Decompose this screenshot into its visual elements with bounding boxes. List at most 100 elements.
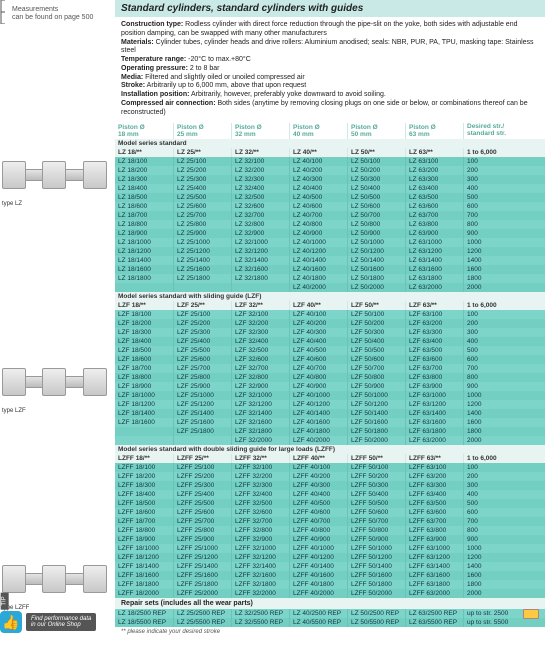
cell: LZFF 63/2000 [405,589,463,598]
cell: LZF 32/500 [231,346,289,355]
cell: LZFF 63/200 [405,472,463,481]
cell: LZ 50/100 [347,157,405,166]
cell: LZ 63/100 [405,157,463,166]
cell: LZ 25/1000 [173,238,231,247]
cell: LZ 18/1400 [115,256,173,265]
page-title: Standard cylinders, standard cylinders w… [115,0,545,17]
cell: LZFF 32/200 [231,472,289,481]
cell: LZFF 40/300 [289,481,347,490]
cell: LZ 32/2500 REP [231,609,289,618]
cell: LZ 32/300 [231,175,289,184]
cell: LZFF 50/600 [347,508,405,517]
cell: LZF 18/900 [115,382,173,391]
cell: LZFF 63/700 [405,517,463,526]
cell: LZ 50/700 [347,211,405,220]
cell: LZFF 50/** [347,454,405,463]
cell: 2000 [463,283,541,292]
cell: LZ 63/2000 [405,283,463,292]
cell: LZF 18/1000 [115,391,173,400]
cell: LZF 40/1000 [289,391,347,400]
cell: LZ 63/1600 [405,265,463,274]
cell: Piston Ø40 mm [289,123,347,139]
cell: Piston Ø18 mm [115,123,173,139]
cell: LZF 50/2000 [347,436,405,445]
cylinder-image: type LZF [2,360,107,412]
cell: LZFF 18/1800 [115,580,173,589]
cell: LZF 18/200 [115,319,173,328]
cell: LZF 50/1000 [347,391,405,400]
cell: LZF 50/** [347,301,405,310]
cell: LZFF 18/700 [115,517,173,526]
cell: LZFF 32/700 [231,517,289,526]
cell: LZF 50/200 [347,319,405,328]
cell: LZ 18/100 [115,157,173,166]
cell: LZFF 32/2000 [231,589,289,598]
cell: 1 to 6,000 [463,454,541,463]
cell: LZF 32/1400 [231,409,289,418]
cell: LZF 32/300 [231,328,289,337]
cell: LZFF 63/300 [405,481,463,490]
cell: LZ 40/100 [289,157,347,166]
cell: LZF 50/1800 [347,427,405,436]
cell: LZ 18/200 [115,166,173,175]
cell: LZ 50/500 [347,193,405,202]
cell: LZF 32/800 [231,373,289,382]
cell: LZFF 40/500 [289,499,347,508]
cell: 500 [463,346,541,355]
cell: LZF 63/300 [405,328,463,337]
cell: LZFF 32/** [231,454,289,463]
cell: LZ 25/1800 [173,274,231,283]
cell: LZ 18/1600 [115,265,173,274]
cell: LZ 32/1400 [231,256,289,265]
cell: LZFF 25/500 [173,499,231,508]
cell: LZF 25/1000 [173,391,231,400]
cell: LZFF 18/** [115,454,173,463]
cell: Piston Ø25 mm [173,123,231,139]
cell: LZF 63/2000 [405,436,463,445]
cell: LZF 32/600 [231,355,289,364]
cell: LZFF 25/1000 [173,544,231,553]
cell: LZFF 32/1800 [231,580,289,589]
cell: LZF 40/500 [289,346,347,355]
cell: LZ 18/2500 REP [115,609,173,618]
cell: LZ 50/300 [347,175,405,184]
cell: LZFF 32/100 [231,463,289,472]
cell: LZ 63/500 [405,193,463,202]
desc-line: Temperature range: -20°C to max.+80°C [121,56,539,65]
footnote: ** please indicate your desired stroke [115,627,545,637]
cell: LZ 25/700 [173,211,231,220]
cell: LZF 18/600 [115,355,173,364]
cell: LZF 32/1600 [231,418,289,427]
cell: 1800 [463,427,541,436]
cell: LZF 25/800 [173,373,231,382]
cell: LZFF 40/200 [289,472,347,481]
cell: LZ 40/2500 REP [289,609,347,618]
cell: LZ 63/1400 [405,256,463,265]
cell: LZ 32/600 [231,202,289,211]
cell: LZF 50/400 [347,337,405,346]
cell: LZFF 63/400 [405,490,463,499]
cell: LZF 63/1600 [405,418,463,427]
cell: 900 [463,535,541,544]
cell: LZFF 25/300 [173,481,231,490]
cell: LZF 50/1600 [347,418,405,427]
cell: LZF 25/900 [173,382,231,391]
desc-line: Installation position: Arbitrarily, howe… [121,91,539,100]
measurements-note: Measurements can be found on page 500 [2,4,111,23]
cell: LZF 18/100 [115,310,173,319]
cell: LZFF 50/700 [347,517,405,526]
cell: 800 [463,526,541,535]
cell: LZ 25/2500 REP [173,609,231,618]
cell: LZF 32/2000 [231,436,289,445]
cell: LZ 63/600 [405,202,463,211]
cell: LZFF 32/1200 [231,553,289,562]
cell: 600 [463,202,541,211]
cell: LZ 50/2000 [347,283,405,292]
bracket-icon [0,0,6,24]
cell: LZ 18/1800 [115,274,173,283]
cell: 2000 [463,589,541,598]
cell: Piston Ø63 mm [405,123,463,139]
cell: LZF 32/1000 [231,391,289,400]
cell: LZFF 25/800 [173,526,231,535]
model-title: Model series standard with sliding guide… [115,292,545,301]
